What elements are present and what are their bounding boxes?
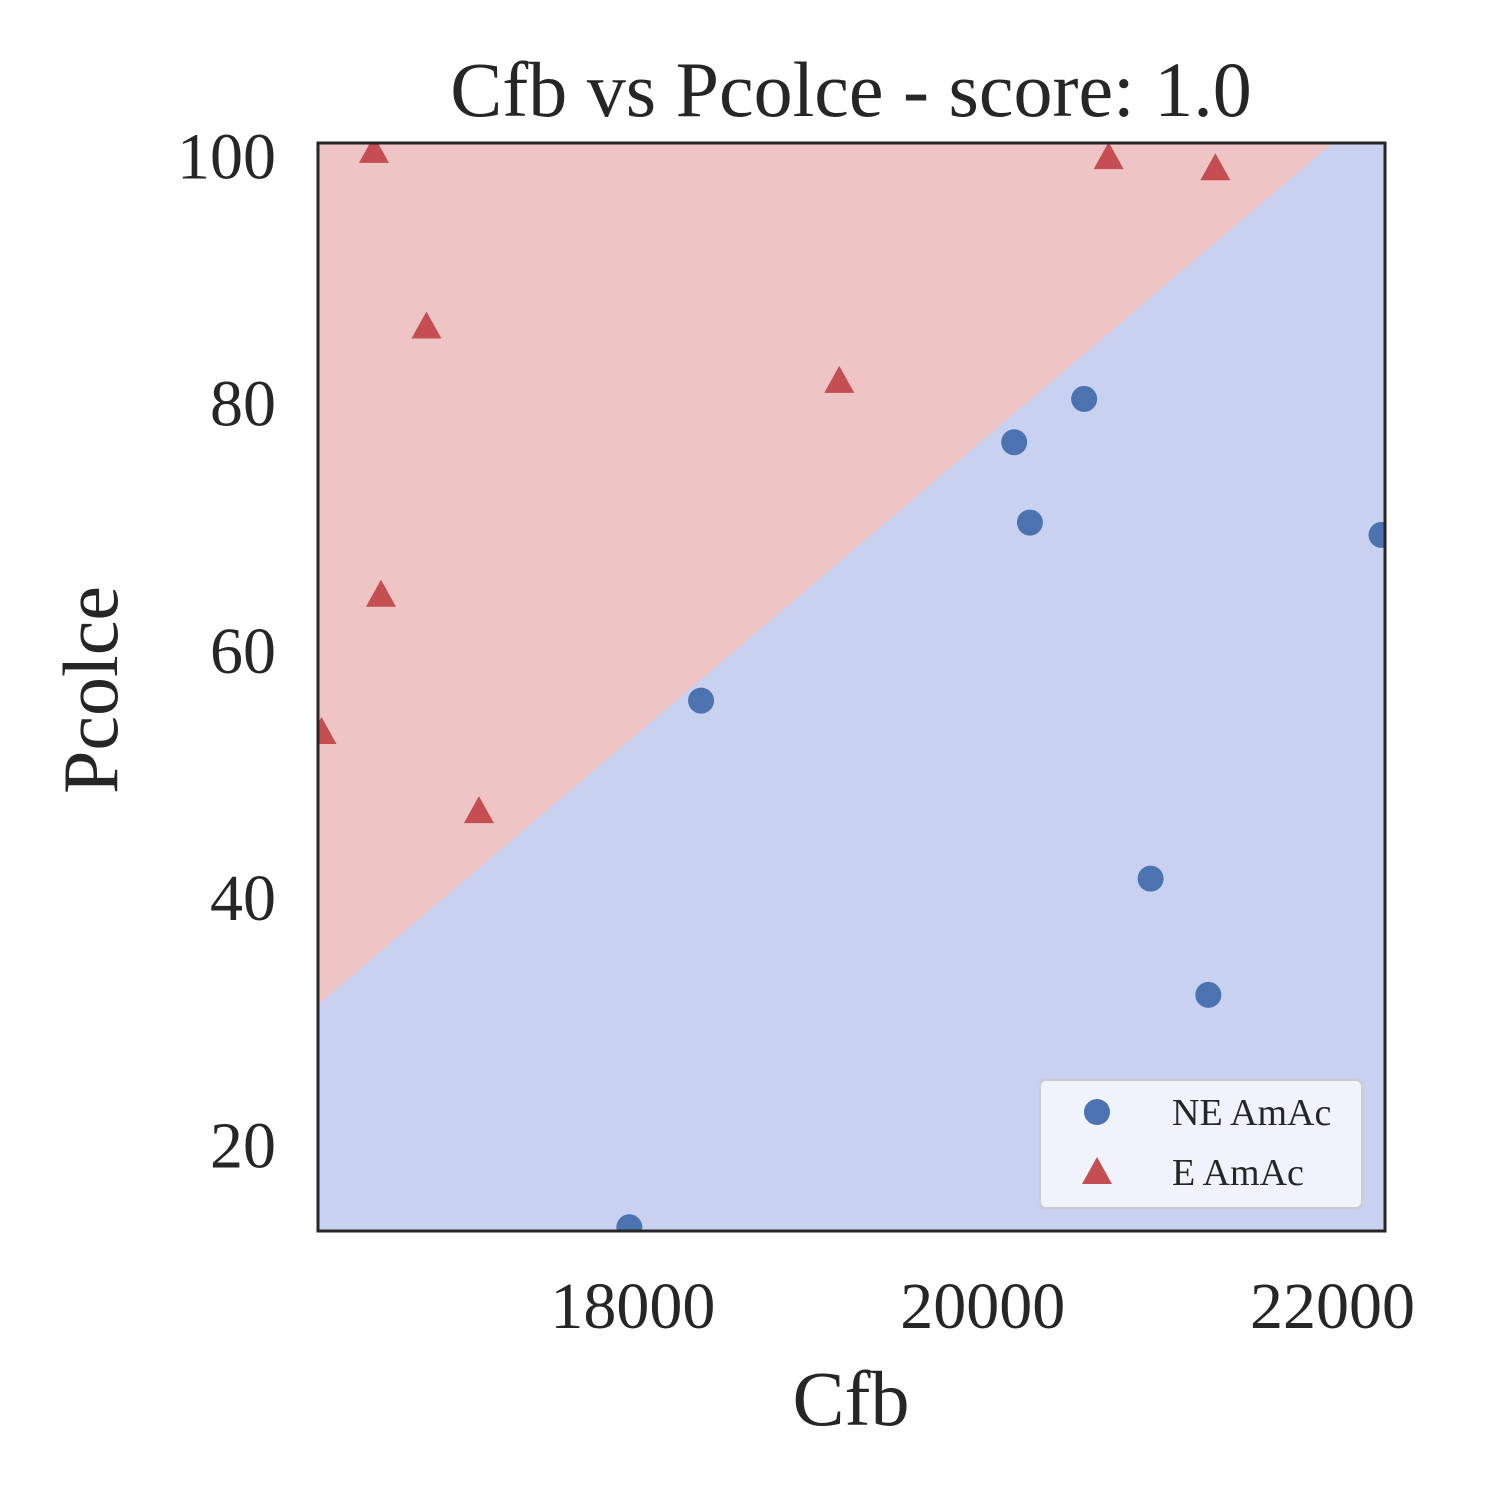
y-tick-label: 60: [210, 615, 276, 688]
plot-area: [318, 143, 1385, 1231]
x-axis-label: Cfb: [793, 1355, 910, 1442]
x-tick-label: 18000: [550, 1270, 715, 1343]
point-ne-amac-5: [1137, 865, 1164, 892]
region-e-amac: [318, 143, 1333, 1005]
point-ne-amac-0: [616, 1214, 643, 1231]
plot-frame: [316, 141, 1387, 1233]
x-tick-label: 20000: [900, 1270, 1065, 1343]
chart-title: Cfb vs Pcolce - score: 1.0: [450, 46, 1251, 133]
point-e-amac-2: [411, 311, 442, 339]
point-e-amac-0: [358, 143, 389, 163]
x-tick-label: 22000: [1250, 1270, 1415, 1343]
point-e-amac-7: [1200, 153, 1231, 181]
y-axis-label: Pcolce: [47, 586, 134, 794]
point-ne-amac-7: [1368, 521, 1385, 548]
legend-marker-e-amac: [1082, 1157, 1112, 1184]
point-e-amac-5: [824, 365, 855, 393]
point-ne-amac-1: [688, 687, 715, 714]
legend-box: [1039, 1079, 1363, 1209]
point-e-amac-4: [318, 716, 337, 744]
legend: NE AmAc E AmAc: [1039, 1079, 1363, 1209]
y-tick-label: 20: [210, 1109, 276, 1182]
legend-label-e-amac: E AmAc: [1172, 1152, 1304, 1194]
y-axis-ticks: 20 40 60 80 100: [177, 120, 276, 1182]
point-ne-amac-2: [1001, 429, 1028, 456]
y-tick-label: 40: [210, 862, 276, 935]
point-e-amac-1: [365, 579, 396, 607]
point-ne-amac-4: [1071, 385, 1098, 412]
point-e-amac-6: [1093, 143, 1124, 170]
x-axis-ticks: 18000 20000 22000: [550, 1270, 1415, 1343]
point-e-amac-3: [463, 796, 494, 824]
point-ne-amac-3: [1016, 509, 1043, 536]
legend-label-ne-amac: NE AmAc: [1172, 1092, 1331, 1134]
legend-marker-ne-amac: [1084, 1099, 1110, 1125]
point-ne-amac-6: [1195, 981, 1222, 1008]
y-tick-label: 80: [210, 368, 276, 441]
y-tick-label: 100: [177, 120, 276, 193]
data-points: [318, 143, 1385, 1231]
